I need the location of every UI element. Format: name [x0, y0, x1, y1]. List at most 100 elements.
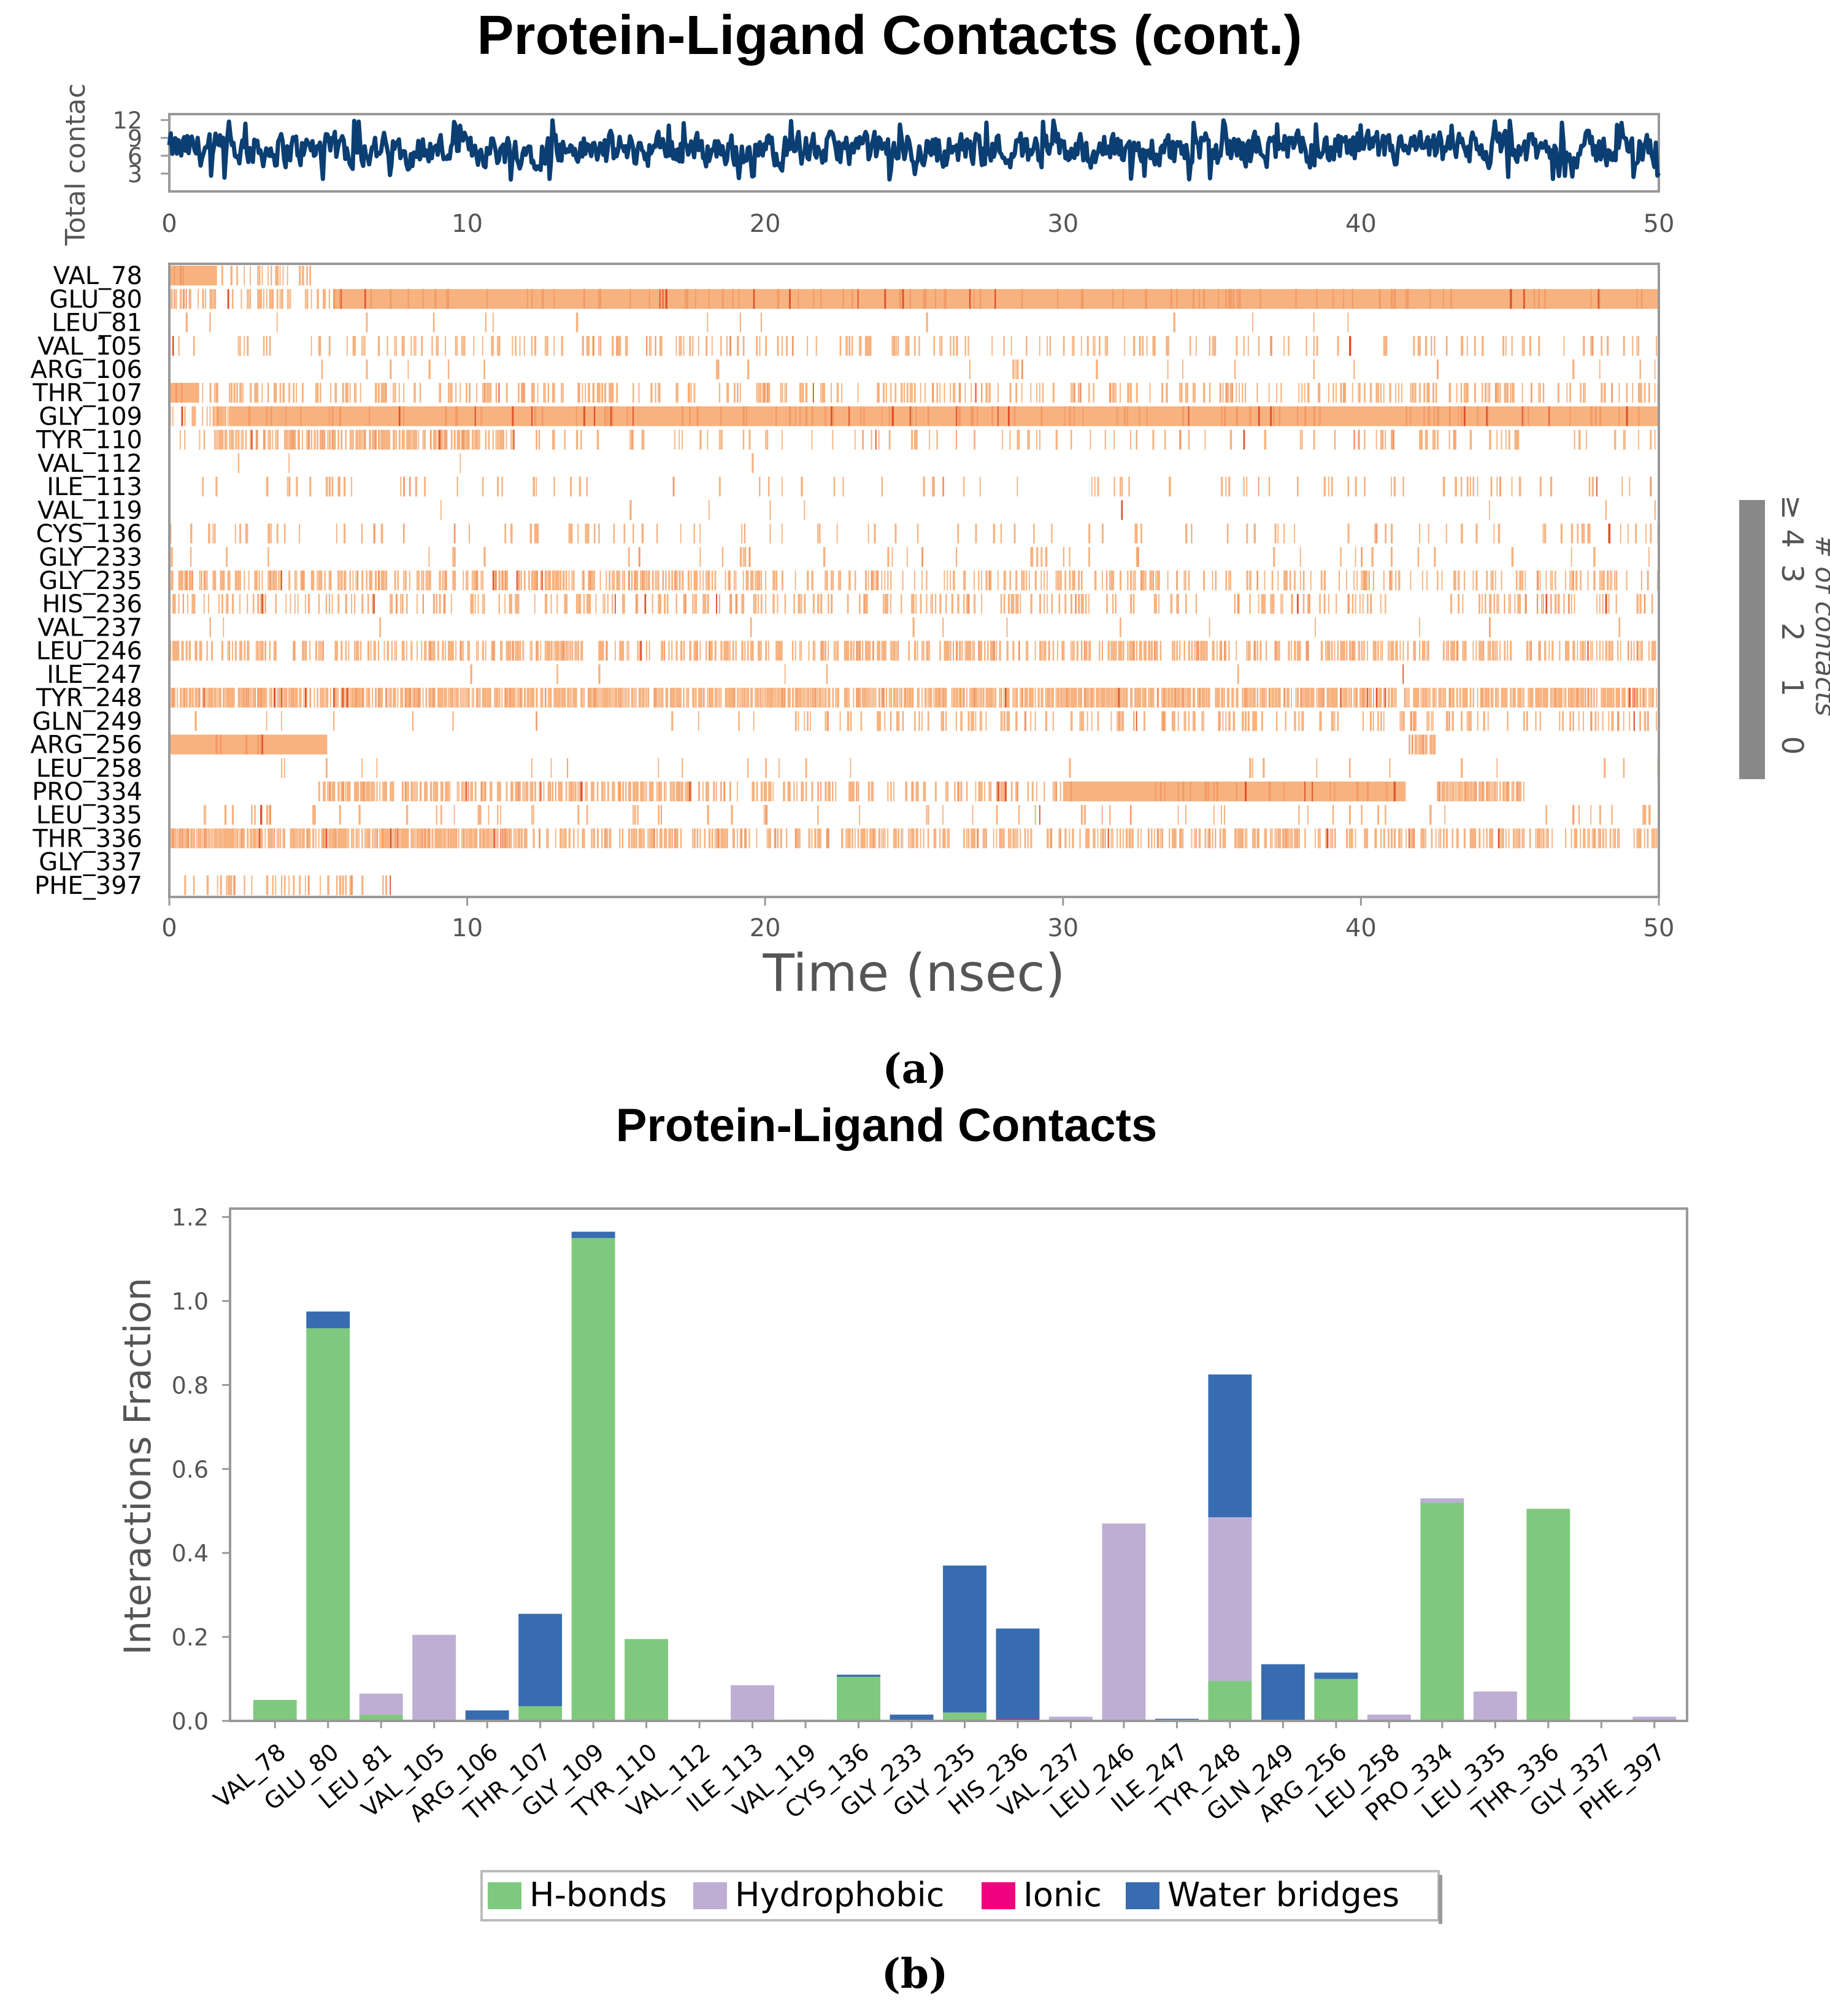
- heatmap-contact-stripe: [842, 477, 844, 496]
- heatmap-contact-stripe: [1230, 571, 1231, 590]
- heatmap-contact-stripe: [1443, 641, 1445, 661]
- heatmap-contact-stripe: [1008, 688, 1010, 707]
- heatmap-contact-stripe: [1038, 688, 1040, 707]
- heatmap-contact-stripe: [1182, 406, 1184, 426]
- heatmap-contact-stripe: [1005, 782, 1007, 801]
- heatmap-contact-stripe: [244, 571, 245, 590]
- heatmap-contact-stripe: [548, 383, 549, 402]
- heatmap-contact-stripe: [463, 430, 464, 450]
- heatmap-contact-stripe: [1523, 289, 1525, 309]
- heatmap-contact-stripe: [1488, 641, 1489, 661]
- heatmap-contact-stripe: [1230, 430, 1232, 450]
- heatmap-contact-stripe: [792, 688, 794, 707]
- heatmap-contact-stripe: [299, 523, 300, 543]
- heatmap-contact-stripe: [572, 641, 574, 661]
- heatmap-contact-stripe: [1193, 289, 1194, 309]
- heatmap-contact-stripe: [1245, 828, 1246, 848]
- heatmap-contact-stripe: [448, 383, 449, 402]
- heatmap-contact-stripe: [306, 828, 308, 848]
- heatmap-contact-stripe: [347, 336, 348, 356]
- heatmap-contact-stripe: [384, 782, 386, 801]
- heatmap-contact-stripe: [1115, 594, 1117, 614]
- heatmap-contact-stripe: [764, 782, 766, 801]
- heatmap-contact-stripe: [1088, 547, 1090, 567]
- heatmap-contact-stripe: [1133, 711, 1135, 731]
- heatmap-contact-stripe: [1183, 641, 1185, 661]
- heatmap-contact-stripe: [652, 782, 654, 801]
- heatmap-contact-stripe: [379, 782, 380, 801]
- heatmap-contact-stripe: [829, 688, 831, 707]
- heatmap-contact-stripe: [593, 782, 594, 801]
- heatmap-contact-stripe: [210, 312, 211, 332]
- heatmap-contact-stripe: [266, 805, 269, 825]
- heatmap-contact-stripe: [1209, 617, 1210, 637]
- heatmap-contact-stripe: [555, 782, 556, 801]
- heatmap-contact-stripe: [761, 641, 762, 661]
- heatmap-contact-stripe: [1130, 430, 1131, 450]
- heatmap-contact-stripe: [184, 406, 185, 426]
- heatmap-contact-stripe: [1304, 782, 1305, 801]
- heatmap-contact-stripe: [248, 289, 250, 309]
- heatmap-contact-stripe: [835, 782, 836, 801]
- heatmap-contact-stripe: [890, 594, 891, 614]
- heatmap-contact-stripe: [884, 289, 886, 309]
- heatmap-contact-stripe: [1072, 336, 1073, 356]
- heatmap-contact-stripe: [1105, 336, 1106, 356]
- heatmap-contact-stripe: [483, 360, 485, 379]
- heatmap-contact-stripe: [293, 383, 294, 402]
- panel-b: Protein-Ligand Contacts Interactions Fra…: [117, 1099, 1687, 1998]
- heatmap-contact-stripe: [942, 805, 944, 825]
- heatmap-contact-stripe: [1228, 688, 1229, 707]
- line-xtick-label: 50: [1644, 210, 1675, 238]
- heatmap-contact-stripe: [459, 383, 461, 402]
- heatmap-contact-stripe: [475, 594, 476, 614]
- heatmap-contact-stripe: [1007, 641, 1009, 661]
- heatmap-contact-stripe: [999, 688, 1000, 707]
- heatmap-contact-stripe: [183, 641, 184, 661]
- heatmap-contact-stripe: [461, 828, 463, 848]
- heatmap-contact-stripe: [865, 336, 867, 356]
- heatmap-contact-stripe: [600, 571, 601, 590]
- heatmap-contact-stripe: [1047, 571, 1048, 590]
- heatmap-contact-stripe: [996, 828, 998, 848]
- heatmap-contact-stripe: [406, 782, 407, 801]
- heatmap-contact-stripe: [1585, 828, 1586, 848]
- heatmap-contact-stripe: [732, 289, 734, 309]
- heatmap-contact-stripe: [1331, 711, 1333, 731]
- heatmap-contact-stripe: [659, 383, 661, 402]
- heatmap-contact-stripe: [991, 406, 993, 426]
- heatmap-contact-stripe: [361, 828, 363, 848]
- heatmap-contact-stripe: [472, 828, 473, 848]
- heatmap-contact-stripe: [393, 782, 394, 801]
- heatmap-contact-stripe: [694, 383, 696, 402]
- heatmap-contact-stripe: [461, 641, 463, 661]
- heatmap-contact-stripe: [275, 641, 277, 661]
- heatmap-contact-stripe: [1402, 477, 1404, 496]
- heatmap-contact-stripe: [1470, 430, 1472, 450]
- heatmap-contact-stripe: [586, 805, 588, 825]
- heatmap-contact-stripe: [762, 688, 763, 707]
- heatmap-contact-stripe: [366, 360, 367, 379]
- heatmap-contact-stripe: [247, 594, 248, 614]
- heatmap-contact-stripe: [975, 711, 977, 731]
- heatmap-contact-stripe: [811, 782, 813, 801]
- heatmap-contact-stripe: [1261, 711, 1263, 731]
- heatmap-contact-stripe: [290, 289, 291, 309]
- heatmap-contact-stripe: [1545, 828, 1547, 848]
- heatmap-contact-stripe: [1288, 641, 1290, 661]
- heatmap-contact-stripe: [257, 430, 258, 450]
- heatmap-contact-stripe: [290, 594, 291, 614]
- heatmap-contact-stripe: [947, 571, 948, 590]
- heatmap-contact-stripe: [1356, 688, 1358, 707]
- heatmap-contact-stripe: [1213, 641, 1215, 661]
- heatmap-contact-stripe: [931, 688, 932, 707]
- heatmap-contact-stripe: [1061, 688, 1063, 707]
- heatmap-contact-stripe: [275, 594, 277, 614]
- heatmap-contact-stripe: [1395, 383, 1396, 402]
- heatmap-contact-stripe: [1099, 641, 1100, 661]
- heatmap-contact-stripe: [294, 641, 296, 661]
- heatmap-contact-stripe: [1150, 641, 1151, 661]
- heatmap-contact-stripe: [1583, 336, 1585, 356]
- heatmap-contact-stripe: [1608, 711, 1609, 731]
- heatmap-contact-stripe: [1475, 782, 1477, 801]
